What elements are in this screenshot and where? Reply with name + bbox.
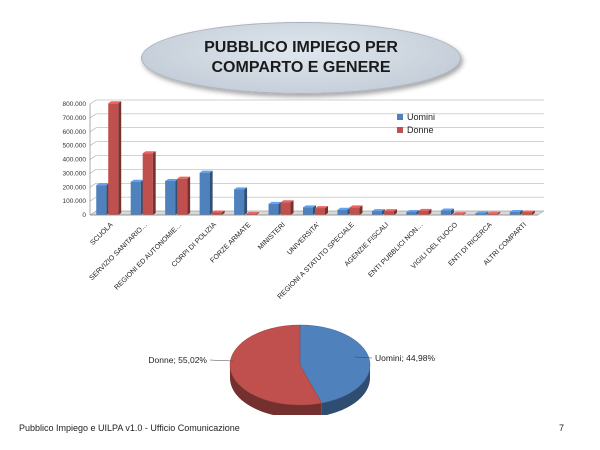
pie-chart-labels: Uomini; 44,98% Donne; 55,02%: [148, 353, 435, 365]
footer-text: Pubblico Impiego e UILPA v1.0 - Ufficio …: [19, 423, 240, 433]
grid-line: [89, 182, 544, 188]
bar-donne: [452, 212, 466, 215]
bar-donne: [418, 208, 432, 215]
bar-chart: 0 100.000 200.000 300.000 400.000 500.000 600.…: [63, 99, 545, 301]
pie-side-uomini: [321, 365, 370, 415]
plot-wall: [90, 100, 544, 215]
bar-donne: [280, 200, 294, 215]
title-banner: PUBBLICO IMPIEGO PER COMPARTO E GENERE: [141, 22, 461, 94]
bar-donne: [211, 210, 225, 215]
bar-uomini: [406, 209, 420, 215]
legend-swatch-donne: [397, 127, 403, 133]
bar-uomini: [371, 209, 385, 215]
bar-donne: [521, 210, 535, 215]
category-label: UNIVERSITA': [286, 221, 321, 256]
bar-uomini: [234, 187, 248, 215]
bar-donne: [383, 209, 397, 215]
y-tick-label: 700.000: [63, 115, 87, 122]
bar-uomini: [475, 211, 489, 215]
grid-line: [89, 113, 544, 119]
bar-donne: [108, 101, 122, 215]
bar-uomini: [199, 170, 213, 215]
pie-slice-donne: [229, 324, 323, 406]
bar-uomini: [337, 207, 351, 215]
pie-slice-uomini: [299, 324, 371, 404]
grid-line: [89, 141, 544, 146]
bar-uomini: [440, 208, 454, 215]
bar-donne: [177, 176, 191, 215]
y-tick-label: 0: [82, 212, 86, 219]
pie-leader-line: [209, 359, 234, 362]
legend-swatch-uomini: [397, 114, 403, 120]
bar-chart-legend: Uomini Donne: [397, 112, 435, 135]
bar-uomini: [303, 205, 316, 215]
legend-label-uomini: Uomini: [407, 112, 435, 122]
bar-chart-y-axis: 0 100.000 200.000 300.000 400.000 500.000 600.…: [63, 101, 91, 219]
bar-donne: [315, 206, 328, 215]
bar-donne: [246, 212, 260, 215]
pie-side-donne: [230, 365, 322, 415]
bar-chart-grid: [89, 99, 545, 216]
grid-line: [89, 169, 544, 174]
legend-label-donne: Donne: [407, 125, 434, 135]
category-label: MINISTERI: [257, 221, 287, 251]
y-tick-label: 300.000: [63, 170, 87, 177]
y-tick-label: 500.000: [63, 143, 87, 150]
category-label: SCUOLA: [89, 221, 115, 247]
grid-line: [89, 127, 544, 132]
y-tick-label: 800.000: [63, 101, 87, 108]
y-tick-label: 400.000: [63, 157, 87, 164]
y-tick-label: 600.000: [63, 129, 87, 136]
bar-uomini: [268, 201, 282, 215]
bar-chart-bars: [96, 101, 535, 215]
bar-uomini: [509, 209, 523, 215]
y-tick-label: 100.000: [63, 198, 87, 205]
bar-donne: [349, 205, 363, 215]
bar-donne: [487, 211, 501, 215]
category-label: SERVIZIO SANITARIO…: [89, 221, 150, 282]
pie-leader-line: [354, 356, 373, 359]
pie-data-label-uomini: Uomini; 44,98%: [375, 353, 435, 363]
slide-title: PUBBLICO IMPIEGO PER COMPARTO E GENERE: [204, 39, 398, 76]
category-label: REGIONI A STATUTO SPECIALE: [277, 221, 356, 300]
bar-uomini: [165, 179, 179, 215]
category-label: REGIONI ED AUTONOMIE…: [114, 221, 184, 291]
y-tick-label: 200.000: [63, 184, 87, 191]
bar-uomini: [130, 179, 144, 215]
page-number: 7: [559, 423, 565, 433]
pie-chart-slices: [229, 324, 371, 415]
grid-line: [89, 99, 544, 105]
grid-line: [89, 196, 544, 202]
pie-chart: Uomini; 44,98% Donne; 55,02%: [148, 324, 435, 415]
bar-uomini: [96, 183, 110, 215]
bar-donne: [142, 151, 156, 215]
grid-line: [89, 155, 544, 160]
pie-data-label-donne: Donne; 55,02%: [148, 355, 207, 365]
